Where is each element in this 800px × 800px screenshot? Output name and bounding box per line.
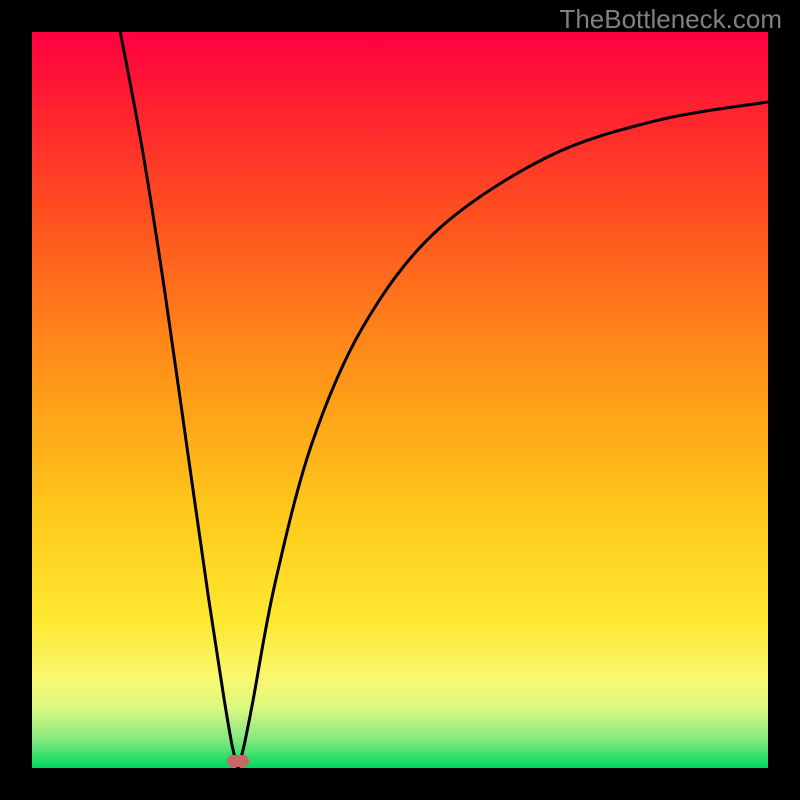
chart-container: TheBottleneck.com [0, 0, 800, 800]
optimal-marker [227, 755, 249, 767]
watermark: TheBottleneck.com [559, 4, 782, 35]
bottleneck-curve [32, 32, 768, 768]
plot-area [32, 32, 768, 768]
curve-left-branch [120, 32, 238, 768]
curve-right-branch [238, 102, 768, 768]
